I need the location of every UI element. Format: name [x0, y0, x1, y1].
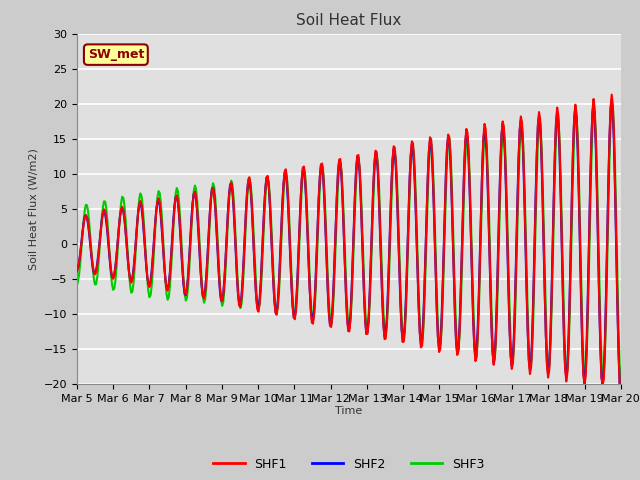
SHF2: [242, 206, 250, 212]
SHF3: [567, 265, 575, 271]
Y-axis label: Soil Heat Flux (W/m2): Soil Heat Flux (W/m2): [28, 148, 38, 270]
SHF3: [617, 381, 625, 387]
SHF1: [242, 208, 250, 214]
Title: Soil Heat Flux: Soil Heat Flux: [296, 13, 401, 28]
Legend: SHF1, SHF2, SHF3: SHF1, SHF2, SHF3: [209, 453, 489, 476]
SHF3: [242, 217, 250, 223]
SHF2: [608, 97, 616, 103]
SHF3: [378, 246, 385, 252]
SHF1: [473, 354, 481, 360]
SHF1: [567, 244, 575, 250]
Line: SHF3: SHF3: [77, 105, 621, 384]
SHF1: [580, 381, 588, 387]
Line: SHF2: SHF2: [77, 100, 621, 384]
SHF1: [73, 268, 81, 274]
SHF2: [599, 381, 607, 387]
SHF2: [567, 240, 575, 245]
SHF2: [378, 265, 385, 271]
SHF1: [617, 381, 625, 387]
SHF3: [302, 189, 310, 194]
SHF1: [608, 92, 616, 97]
SHF3: [608, 102, 616, 108]
Text: SW_met: SW_met: [88, 48, 144, 61]
SHF2: [403, 251, 411, 256]
SHF1: [378, 262, 385, 268]
SHF2: [473, 348, 481, 354]
SHF1: [403, 258, 411, 264]
SHF3: [403, 268, 411, 274]
SHF2: [73, 268, 81, 274]
X-axis label: Time: Time: [335, 407, 362, 417]
SHF1: [302, 195, 310, 201]
SHF3: [73, 283, 81, 288]
SHF2: [617, 381, 625, 387]
SHF3: [473, 353, 481, 359]
Line: SHF1: SHF1: [77, 95, 621, 384]
SHF2: [302, 199, 310, 205]
